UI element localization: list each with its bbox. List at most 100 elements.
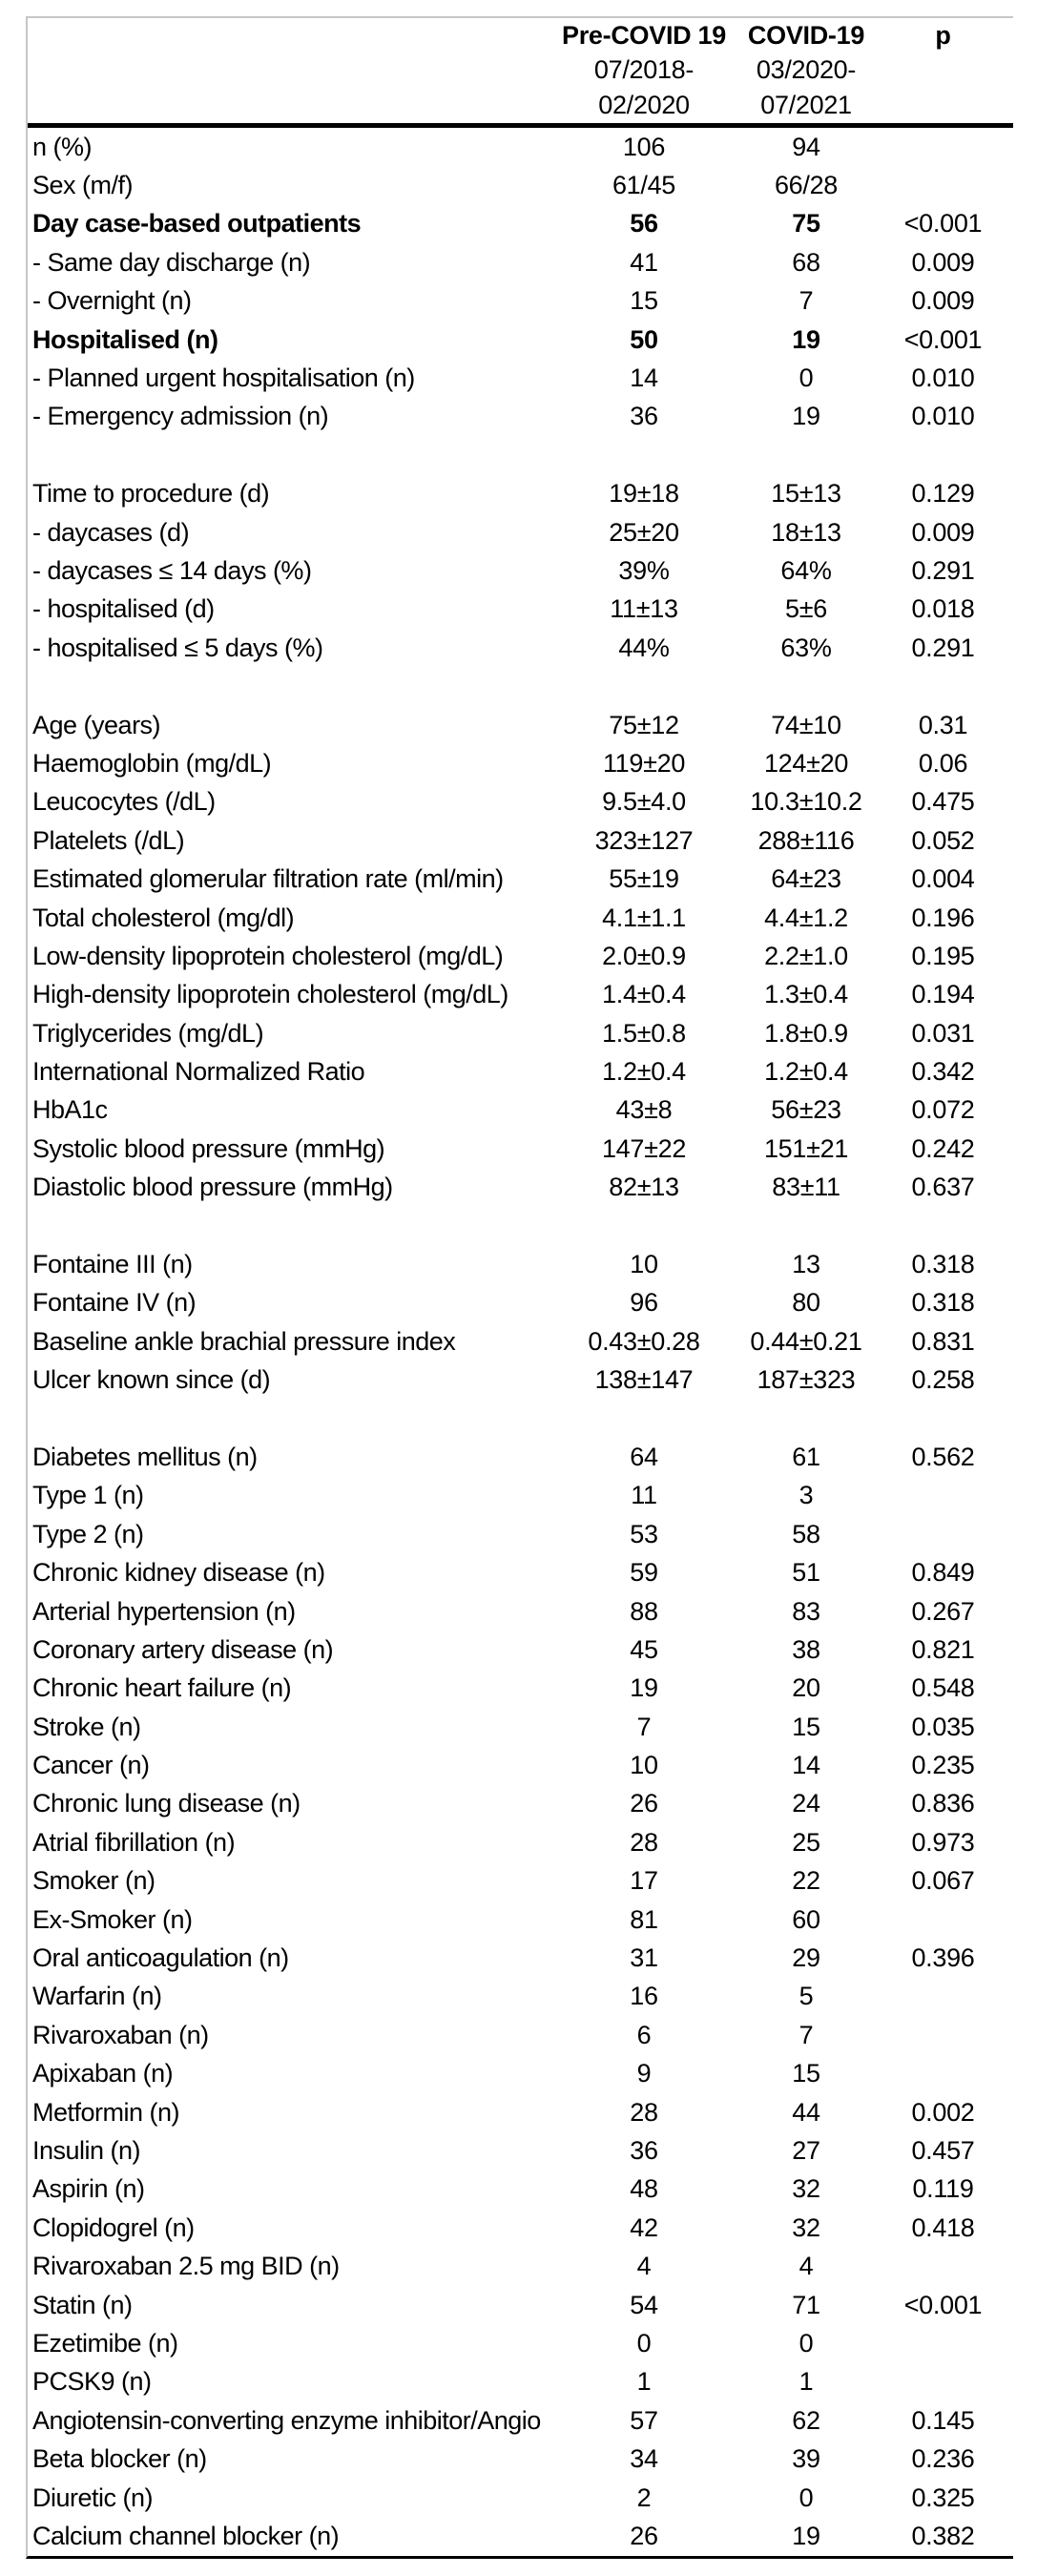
row-label: Arterial hypertension (n) xyxy=(32,1596,296,1626)
table-row: PCSK9 (n) 1 1 xyxy=(28,2363,1013,2401)
covid-value: 58 xyxy=(792,1519,820,1548)
pre-covid-value: 42 xyxy=(630,2212,658,2242)
row-label: Platelets (/dL) xyxy=(32,825,185,855)
row-label: - daycases (d) xyxy=(32,517,190,547)
table-row: Smoker (n) 17 22 0.067 xyxy=(28,1862,1013,1901)
row-label: Ulcer known since (d) xyxy=(32,1365,271,1395)
covid-value: 66/28 xyxy=(774,171,839,200)
pre-covid-value: 31 xyxy=(630,1943,658,1973)
covid-value: 124±20 xyxy=(763,748,849,778)
pre-covid-value: 36 xyxy=(630,2136,658,2165)
covid-value: 15 xyxy=(792,2059,820,2088)
header-col-p: p xyxy=(884,18,1002,123)
table-row: - hospitalised (d) 11±13 5±6 0.018 xyxy=(28,591,1013,629)
row-label xyxy=(28,686,560,687)
p-value: 0.637 xyxy=(911,1173,975,1202)
covid-value: 62 xyxy=(792,2405,820,2435)
pre-covid-value: 56 xyxy=(630,209,658,239)
pre-covid-value: 59 xyxy=(630,1558,658,1588)
p-value: 0.009 xyxy=(911,517,975,547)
row-label: Oral anticoagulation (n) xyxy=(32,1943,289,1973)
row-label: Stroke (n) xyxy=(32,1712,141,1741)
row-label: - Overnight (n) xyxy=(32,286,192,316)
covid-value: 27 xyxy=(792,2136,820,2165)
p-value: 0.004 xyxy=(911,864,975,894)
table-row: Ezetimibe (n) 0 0 xyxy=(28,2324,1013,2362)
pre-covid-value: 43±8 xyxy=(615,1095,673,1125)
row-label: Diuretic (n) xyxy=(32,2483,154,2512)
covid-value: 19 xyxy=(792,324,820,354)
p-value xyxy=(884,2073,1002,2074)
covid-value: 80 xyxy=(792,1288,820,1318)
p-value: 0.009 xyxy=(911,247,975,277)
covid-value: 7 xyxy=(798,2020,814,2049)
row-label: Cancer (n) xyxy=(32,1751,150,1780)
covid-period-line2: 07/2021 xyxy=(760,91,852,119)
table-row-spacer xyxy=(28,436,1013,474)
p-value xyxy=(884,1534,1002,1535)
p-value xyxy=(884,1920,1002,1921)
pre-covid-value: 11±13 xyxy=(610,594,678,624)
covid-value xyxy=(728,1226,884,1227)
row-label: Sex (m/f) xyxy=(32,171,134,200)
row-label: Warfarin (n) xyxy=(32,1982,162,2011)
p-value xyxy=(884,2381,1002,2382)
covid-value: 7 xyxy=(798,286,814,316)
pre-covid-value: 25±20 xyxy=(609,517,679,547)
row-label: Chronic lung disease (n) xyxy=(32,1789,301,1818)
covid-value: 0 xyxy=(798,2483,814,2512)
pre-covid-value: 54 xyxy=(630,2290,658,2319)
table-row: Cancer (n) 10 14 0.235 xyxy=(28,1746,1013,1784)
pre-covid-period-line1: 07/2018- xyxy=(593,55,695,84)
p-value: 0.018 xyxy=(911,594,975,624)
p-value: 0.318 xyxy=(911,1250,975,1279)
pre-covid-value: 10 xyxy=(630,1751,658,1780)
pre-covid-value: 106 xyxy=(622,132,666,161)
covid-value: 187±323 xyxy=(757,1365,856,1395)
covid-value: 0 xyxy=(798,2328,814,2358)
pre-covid-value: 64 xyxy=(630,1442,658,1471)
p-value: 0.195 xyxy=(911,941,975,970)
pre-covid-value: 147±22 xyxy=(601,1133,687,1163)
table-row-spacer xyxy=(28,667,1013,705)
pre-covid-value: 48 xyxy=(630,2174,658,2204)
row-label: Type 1 (n) xyxy=(32,1481,144,1510)
pre-covid-value xyxy=(560,1419,728,1420)
covid-value: 83 xyxy=(792,1596,820,1626)
row-label: Day case-based outpatients xyxy=(32,209,362,239)
covid-value: 5 xyxy=(798,1982,814,2011)
pre-covid-value: 36 xyxy=(630,402,658,431)
pre-covid-column-title: Pre-COVID 19 xyxy=(562,21,726,50)
pre-covid-value: 28 xyxy=(630,2097,658,2127)
pre-covid-value: 119±20 xyxy=(602,748,686,778)
pre-covid-period-line2: 02/2020 xyxy=(598,91,690,119)
pre-covid-value: 4.1±1.1 xyxy=(602,903,686,932)
row-label: Type 2 (n) xyxy=(32,1519,144,1548)
covid-value xyxy=(728,686,884,687)
table-row: Fontaine IV (n) 96 80 0.318 xyxy=(28,1284,1013,1322)
row-label: Beta blocker (n) xyxy=(32,2444,207,2474)
covid-value: 60 xyxy=(792,1904,820,1934)
row-label: Estimated glomerular filtration rate (ml… xyxy=(32,864,504,894)
covid-value: 15±13 xyxy=(771,479,841,509)
covid-value: 19 xyxy=(792,402,820,431)
table-row: - Planned urgent hospitalisation (n) 14 … xyxy=(28,359,1013,397)
table-row: Calcium channel blocker (n) 26 19 0.382 xyxy=(28,2517,1013,2555)
covid-value: 51 xyxy=(792,1558,820,1588)
pre-covid-value: 138±147 xyxy=(594,1365,694,1395)
pre-covid-value: 57 xyxy=(630,2405,658,2435)
p-value xyxy=(884,1996,1002,1997)
table-row: Type 2 (n) 53 58 xyxy=(28,1515,1013,1553)
table-row: Chronic heart failure (n) 19 20 0.548 xyxy=(28,1670,1013,1708)
covid-value: 64±23 xyxy=(771,864,841,894)
p-value xyxy=(884,2035,1002,2036)
covid-value: 4 xyxy=(798,2252,814,2281)
p-value: 0.052 xyxy=(911,825,975,855)
p-value: 0.548 xyxy=(911,1673,975,1703)
covid-value: 10.3±10.2 xyxy=(750,787,862,817)
row-label: Statin (n) xyxy=(32,2290,133,2319)
p-value: 0.973 xyxy=(911,1827,975,1857)
covid-value: 39 xyxy=(792,2444,820,2474)
table-body: n (%) 106 94 Sex (m/f) 61/45 66/28 Day c… xyxy=(28,128,1013,2556)
row-label: Chronic kidney disease (n) xyxy=(32,1558,325,1588)
